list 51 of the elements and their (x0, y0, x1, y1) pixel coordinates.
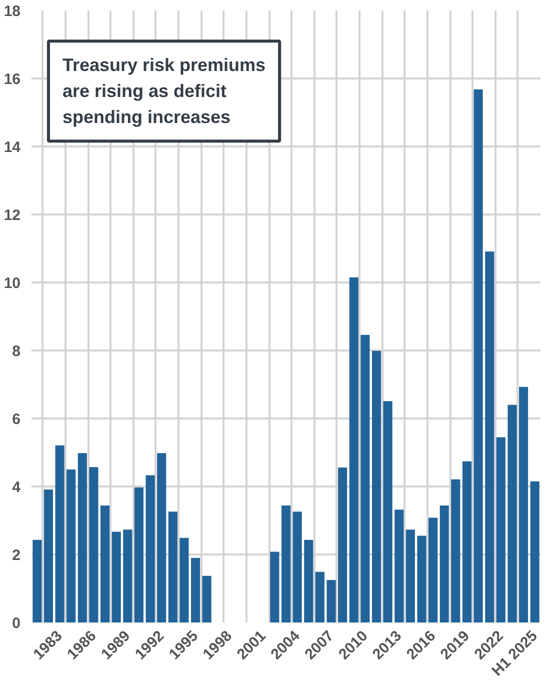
bar (519, 386, 528, 622)
bar (32, 540, 42, 622)
y-tick-label: 16 (4, 71, 21, 88)
bar (180, 538, 189, 622)
bar (372, 350, 382, 622)
bar (44, 490, 53, 622)
y-tick-label: 10 (4, 275, 21, 292)
bar (406, 530, 415, 622)
bar (530, 481, 540, 622)
bar (304, 540, 314, 622)
bar (270, 552, 280, 622)
y-tick-label: 4 (12, 479, 22, 496)
bar (89, 467, 98, 622)
bar (112, 532, 121, 622)
bar (474, 89, 483, 622)
y-tick-label: 14 (4, 139, 22, 156)
bar (326, 580, 336, 622)
bar (315, 572, 324, 622)
bar (123, 530, 132, 622)
bar (190, 558, 200, 622)
bar (440, 506, 449, 622)
y-tick-label: 18 (4, 3, 21, 20)
bar (451, 479, 460, 622)
bar (100, 506, 110, 622)
bar (462, 461, 472, 622)
bar (55, 445, 64, 622)
bar (417, 536, 426, 622)
bar (338, 467, 348, 622)
bar (485, 252, 494, 622)
bar (157, 453, 166, 622)
bar (66, 470, 76, 622)
bar (508, 404, 517, 622)
bar (202, 576, 212, 622)
bar (394, 510, 404, 622)
y-tick-label: 12 (4, 207, 21, 224)
y-tick-label: 2 (12, 547, 20, 564)
bar (360, 334, 370, 622)
y-tick-label: 0 (12, 615, 20, 632)
y-tick-label: 6 (12, 411, 20, 428)
bar (78, 453, 87, 622)
bar (349, 277, 358, 622)
bar (292, 512, 302, 622)
bar (134, 488, 144, 622)
bar (146, 475, 155, 622)
bar (383, 401, 392, 622)
bar (428, 518, 438, 622)
bar (168, 512, 178, 622)
bar (281, 506, 291, 622)
bar (496, 437, 506, 622)
text: Treasury risk premiums are rising as deficit spending increases (62, 55, 266, 128)
y-tick-label: 8 (12, 343, 20, 360)
